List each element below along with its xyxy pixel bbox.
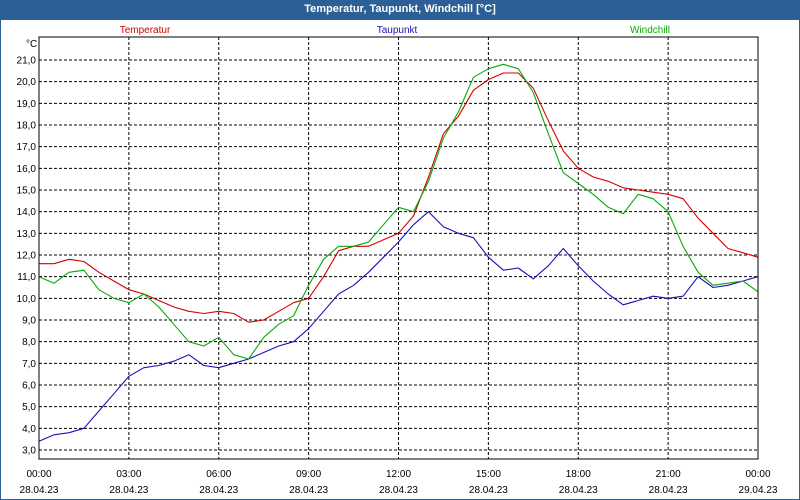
y-tick-label: 12,0 [17, 251, 37, 262]
x-tick-date: 28.04.23 [289, 485, 328, 496]
y-tick-label: 21,0 [17, 56, 37, 67]
y-axis: 3,0 4,0 5,0 6,0 7,0 8,0 9,0 10,0 11,0 12,0 13,0 14,… [17, 56, 37, 457]
series-line-windchill [38, 63, 759, 360]
x-tick-date: 28.04.23 [109, 485, 148, 496]
x-tick-time: 06:00 [206, 469, 231, 480]
x-tick-date: 28.04.23 [559, 485, 598, 496]
x-tick-time: 18:00 [566, 469, 591, 480]
y-tick-label: 5,0 [22, 402, 36, 413]
series-line-taupunkt [38, 211, 759, 442]
y-tick-label: 9,0 [22, 316, 36, 327]
y-tick-label: 14,0 [17, 207, 37, 218]
y-tick-label: 11,0 [17, 272, 36, 283]
y-tick-label: 17,0 [17, 142, 37, 153]
legend-entry-windchill: Windchill [630, 25, 670, 36]
x-tick-time: 12:00 [386, 469, 411, 480]
y-tick-label: 6,0 [22, 381, 36, 392]
legend-entry-temperatur: Temperatur [120, 25, 171, 36]
x-axis: 00:00 28.04.23 03:00 28.04.23 06:00 28.04.23 0… [20, 469, 778, 496]
y-tick-label: 7,0 [22, 359, 36, 370]
y-tick-label: 19,0 [17, 99, 37, 110]
series-line-temperatur [39, 72, 759, 323]
y-tick-label: 3,0 [22, 446, 36, 457]
x-tick-date: 28.04.23 [649, 485, 688, 496]
x-tick-time: 09:00 [296, 469, 321, 480]
x-tick-time: 15:00 [476, 469, 501, 480]
y-tick-label: 13,0 [17, 229, 37, 240]
y-tick-label: 10,0 [17, 294, 37, 305]
x-tick-date: 28.04.23 [20, 485, 59, 496]
y-tick-label: 18,0 [17, 121, 37, 132]
grid [39, 37, 758, 459]
y-tick-label: 16,0 [17, 164, 37, 175]
x-tick-time: 00:00 [26, 469, 51, 480]
y-tick-label: 4,0 [22, 424, 36, 435]
series-layer [38, 63, 759, 442]
legend: Temperatur Taupunkt Windchill [120, 25, 670, 36]
y-axis-label: °C [26, 39, 37, 50]
x-tick-time: 21:00 [656, 469, 681, 480]
plot-area-border [38, 36, 759, 460]
x-tick-time: 03:00 [116, 469, 141, 480]
x-tick-date: 28.04.23 [469, 485, 508, 496]
x-tick-date: 28.04.23 [379, 485, 418, 496]
x-tick-time: 00:00 [745, 469, 770, 480]
y-tick-label: 20,0 [17, 77, 37, 88]
y-tick-label: 15,0 [17, 186, 37, 197]
y-tick-label: 8,0 [22, 337, 36, 348]
chart-frame [0, 19, 800, 500]
x-tick-date: 29.04.23 [739, 485, 778, 496]
window-title: Temperatur, Taupunkt, Windchill [°C] [0, 0, 800, 19]
legend-entry-taupunkt: Taupunkt [377, 25, 418, 36]
x-tick-date: 28.04.23 [199, 485, 238, 496]
